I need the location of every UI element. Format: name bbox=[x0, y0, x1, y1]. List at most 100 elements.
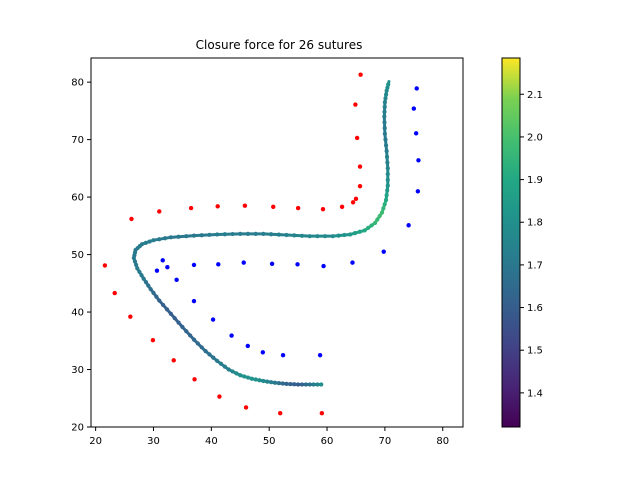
curve-point bbox=[230, 369, 235, 374]
suture-point bbox=[102, 263, 108, 268]
curve-point bbox=[385, 188, 390, 193]
curve-point bbox=[234, 371, 239, 376]
curve-segment bbox=[227, 368, 242, 377]
curve-point bbox=[384, 154, 390, 159]
curve-segment bbox=[285, 233, 312, 238]
y-axis: 20 30 40 50 60 70 80 bbox=[71, 78, 91, 434]
suture-point bbox=[319, 411, 325, 416]
curve-point bbox=[146, 283, 151, 288]
suture-point bbox=[191, 262, 197, 268]
curve-point bbox=[307, 382, 312, 387]
curve-point bbox=[168, 311, 173, 316]
curve-point bbox=[384, 193, 389, 198]
y-tick-label: 50 bbox=[71, 250, 84, 261]
curve-segment bbox=[192, 232, 219, 238]
suture-point bbox=[354, 135, 360, 141]
curve-point bbox=[385, 172, 390, 177]
suture-point bbox=[406, 223, 411, 228]
curve-segment bbox=[215, 232, 242, 236]
curve-point bbox=[253, 231, 258, 236]
curve-point bbox=[284, 232, 289, 238]
x-tick-label: 20 bbox=[89, 436, 102, 447]
curve-point bbox=[157, 237, 162, 242]
curve-point bbox=[162, 236, 168, 241]
suture-point bbox=[129, 216, 134, 222]
suture-point bbox=[150, 338, 156, 343]
curve-point bbox=[257, 378, 262, 383]
curve-point bbox=[147, 239, 152, 244]
curve-point bbox=[276, 381, 281, 386]
colorbar-tick-label: 1.8 bbox=[527, 218, 543, 229]
curve-point bbox=[319, 382, 324, 387]
x-tick-label: 70 bbox=[379, 436, 392, 447]
curve-point bbox=[288, 381, 293, 387]
x-tick-label: 40 bbox=[205, 436, 218, 447]
suture-point bbox=[414, 86, 419, 91]
curve-point bbox=[292, 233, 297, 238]
curve-point bbox=[148, 286, 153, 292]
curve-point bbox=[385, 183, 390, 188]
suture-point bbox=[165, 265, 170, 270]
plot-area bbox=[102, 72, 421, 416]
curve-point bbox=[249, 376, 254, 381]
suture-point bbox=[112, 290, 117, 296]
suture-point bbox=[269, 261, 275, 266]
curve-segment bbox=[385, 149, 390, 170]
suture-point bbox=[243, 405, 249, 410]
curve-point bbox=[176, 234, 181, 239]
curve-point bbox=[382, 131, 387, 136]
suture-point bbox=[411, 106, 417, 111]
curve-point bbox=[383, 96, 388, 101]
curve-segment bbox=[157, 299, 173, 316]
curve-point bbox=[191, 337, 197, 342]
suture-point bbox=[154, 268, 160, 273]
suture-point bbox=[241, 260, 246, 265]
suture-point bbox=[277, 411, 283, 416]
curve-point bbox=[382, 202, 387, 207]
suture-point bbox=[350, 200, 356, 205]
curve-point bbox=[215, 232, 220, 237]
curve-point bbox=[382, 114, 387, 119]
suture-point bbox=[295, 205, 301, 211]
curve-point bbox=[172, 316, 177, 321]
suture-point bbox=[358, 72, 363, 77]
curve-point bbox=[315, 234, 320, 239]
curve-point bbox=[382, 126, 387, 131]
curve-point bbox=[238, 231, 243, 236]
curve-point bbox=[137, 269, 142, 274]
curve-point bbox=[245, 375, 251, 380]
suture-point bbox=[128, 314, 133, 319]
y-tick-label: 20 bbox=[71, 423, 84, 434]
curve-point bbox=[176, 320, 181, 325]
curve-point bbox=[375, 217, 380, 222]
suture-point bbox=[174, 277, 179, 283]
curve-point bbox=[269, 380, 274, 385]
curve-segment bbox=[215, 359, 231, 372]
curve-segment bbox=[149, 287, 161, 303]
curve-point bbox=[284, 381, 289, 386]
curve-point bbox=[222, 364, 227, 369]
curve-segment bbox=[204, 349, 219, 363]
curve-point bbox=[261, 378, 266, 384]
curve-point bbox=[203, 349, 208, 354]
curve-segment bbox=[261, 232, 289, 237]
curve-point bbox=[369, 223, 374, 228]
colorbar-tick-label: 1.9 bbox=[527, 175, 543, 186]
curve-point bbox=[188, 333, 193, 338]
curve-point bbox=[292, 382, 297, 387]
curve-segment bbox=[383, 132, 389, 153]
curve-point bbox=[382, 100, 387, 105]
suture-point bbox=[157, 209, 162, 214]
suture-point bbox=[217, 394, 222, 399]
curve-segment bbox=[382, 115, 387, 136]
curve-point bbox=[269, 232, 274, 237]
curve-point bbox=[151, 290, 156, 295]
suture-point bbox=[295, 262, 300, 267]
colorbar-tick-label: 1.4 bbox=[527, 388, 543, 399]
curve-segment bbox=[180, 325, 196, 342]
curve-point bbox=[143, 280, 149, 285]
curve-point bbox=[154, 294, 159, 299]
curve-point bbox=[253, 377, 258, 382]
curve-point bbox=[381, 206, 386, 211]
curve-point bbox=[132, 259, 138, 264]
